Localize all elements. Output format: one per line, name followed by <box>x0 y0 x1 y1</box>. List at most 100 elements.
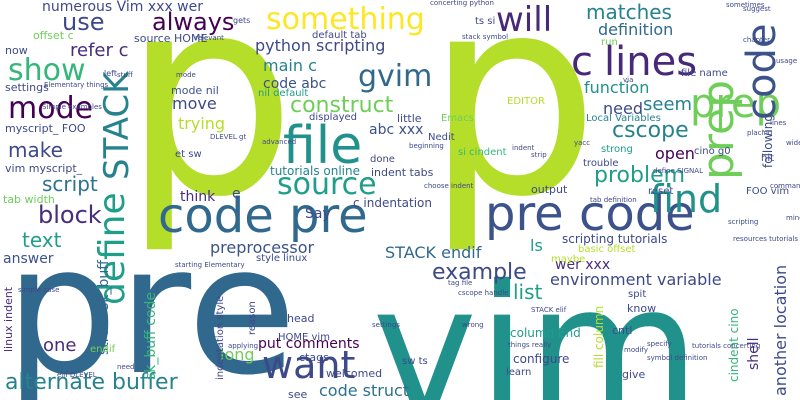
word-learn: learn <box>506 367 532 378</box>
word-beginning: beginning <box>409 142 444 150</box>
word-python-scripting: python scripting <box>255 36 386 55</box>
word-construct: construct <box>290 93 394 118</box>
word-strong: strong <box>601 144 633 155</box>
word-code-pre: code pre <box>158 188 368 244</box>
word-endif: endif <box>90 344 116 355</box>
word-hit: hit <box>761 153 775 164</box>
word-sometimes: sometimes <box>726 1 765 9</box>
word-scripting-small: scripting <box>728 218 759 226</box>
word-default-tab: default tab <box>312 30 367 41</box>
word-know: know <box>627 302 657 315</box>
word-refer-c: refer c <box>70 40 129 61</box>
word-things-really: things really <box>508 341 552 349</box>
word-alternate-buffer: alternate buffer <box>5 370 178 395</box>
word-function: function <box>584 78 650 97</box>
word-vim: vim <box>372 247 701 400</box>
word-offset-c: offset c <box>33 29 74 42</box>
word-suggest: suggest <box>743 5 771 13</box>
word-tab-definition: tab definition <box>590 196 637 204</box>
word-little: little <box>397 112 422 125</box>
word-sw-ts: sw ts <box>402 356 428 367</box>
word-basic-offset: basic offset <box>578 244 636 255</box>
word-file-name: file name <box>681 68 728 79</box>
word-something: something <box>266 2 425 37</box>
word-see: see <box>288 388 308 400</box>
word-myscript-foo: myscript_ FOO <box>5 122 86 135</box>
word-stuff: stuff <box>117 71 133 79</box>
word-linux-indent: linux indent <box>2 286 15 352</box>
word-text: text <box>22 228 62 252</box>
word-code-struct: code struct <box>319 381 410 400</box>
word-block: block <box>38 201 102 229</box>
word-symbol-definition: symbol definition <box>647 354 708 362</box>
word-answer: answer <box>3 251 54 267</box>
word-placing: placing <box>747 129 773 137</box>
word-preprocessor: preprocessor <box>210 238 315 257</box>
word-output: output <box>531 183 568 196</box>
word-si-cindent: si cindent <box>458 147 507 158</box>
word-run: run <box>601 37 618 48</box>
word-p-left: p <box>122 0 297 257</box>
word-mind: mind <box>786 214 800 222</box>
word-mode-small: mode <box>176 71 196 79</box>
word-maybe: maybe <box>551 254 586 265</box>
word-applying: applying <box>228 342 259 350</box>
word-ts-si: ts si <box>475 16 496 27</box>
word-spit: spit <box>628 289 647 300</box>
word-use: use <box>62 8 105 36</box>
word-file: file <box>283 116 363 176</box>
word-open: open <box>655 144 695 163</box>
word-indent: indent <box>512 144 535 152</box>
word-need-small: need <box>117 363 135 371</box>
word-always: always <box>152 8 235 36</box>
word-wide: wide <box>786 139 800 147</box>
word-via: via <box>623 76 634 84</box>
word-think: think <box>180 189 216 205</box>
word-cscope-handle: cscope handle <box>458 289 509 297</box>
word-usage: usage <box>776 57 798 65</box>
word-matches: matches <box>586 0 672 24</box>
word-tutorials-concerting: tutorials concerting <box>692 342 761 350</box>
word-stack-endif: STACK endif <box>385 243 482 262</box>
word-list: list <box>513 280 543 304</box>
word-configure: configure <box>513 352 570 366</box>
word-chapter: chapter <box>743 36 770 44</box>
word-show: show <box>8 53 86 88</box>
word-scripting-tutorials: scripting tutorials <box>562 232 668 246</box>
word-pre-code: pre code <box>485 186 695 242</box>
word-advanced: advanced <box>262 138 297 146</box>
word-welcomed: welcomed <box>326 367 383 380</box>
word-fill-column: fill column <box>592 305 606 368</box>
word-one: one <box>43 335 77 356</box>
word-script: script <box>42 172 98 196</box>
word-another-location: another location <box>771 264 790 396</box>
word-head: head <box>287 312 315 325</box>
word-cino-g0: cino g0 <box>694 146 731 157</box>
word-cscope: cscope <box>612 118 689 143</box>
word-mode: mode <box>8 91 94 126</box>
word-prep-vertical: prep <box>693 79 744 180</box>
word-definition: definition <box>598 20 674 39</box>
word-move: move <box>172 94 217 113</box>
word-style-linux: style linux <box>256 253 308 264</box>
word-problem: problem <box>594 163 686 188</box>
word-numerous: numerous Vim xxx wer <box>42 0 203 15</box>
word-ctags: ctags <box>299 351 329 364</box>
word-foo-vim: FOO vim <box>746 186 790 197</box>
word-starting-elementary: starting Elementary <box>175 261 245 269</box>
word-environment-variable: environment variable <box>550 270 722 289</box>
word-prep: prep <box>690 81 781 127</box>
word-e: e <box>232 186 241 202</box>
word-concerting-python: concerting python <box>430 0 494 7</box>
word-wer-xxx: wer xxx <box>555 257 611 273</box>
word-define-signal: define SIGNAL <box>653 167 703 175</box>
word-reason: reason <box>247 301 258 335</box>
word-tab-width: tab width <box>3 193 55 206</box>
word-c: c <box>571 39 593 85</box>
word-mode-nil: mode nil <box>171 84 219 97</box>
word-nil-default: nil default <box>258 88 309 99</box>
word-lines: lines <box>604 39 698 85</box>
word-wrong: wrong <box>462 321 484 329</box>
word-et-sw: et sw <box>175 149 202 160</box>
word-indentation-style: indentation style <box>215 295 226 380</box>
